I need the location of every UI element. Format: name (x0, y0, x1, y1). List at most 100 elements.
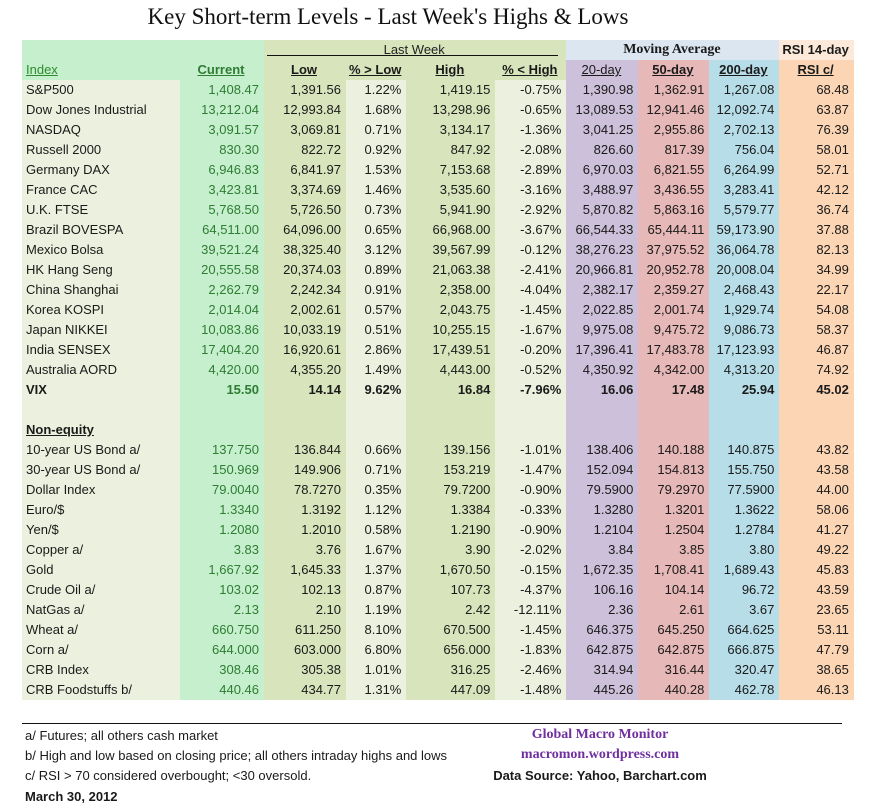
low-value: 1,645.33 (264, 560, 346, 580)
table-row: VIX 15.50 14.14 9.62% 16.84 -7.96% 16.06 17.48 2… (22, 380, 854, 400)
index-name: NASDAQ (22, 120, 180, 140)
rsi-value: 82.13 (779, 240, 854, 260)
rsi-value: 38.65 (779, 660, 854, 680)
pct-below-high: -0.75% (495, 80, 567, 100)
col-header-ma20: 20-day (566, 60, 639, 80)
pct-above-low: 0.66% (346, 440, 407, 460)
table-row: China Shanghai 2,262.79 2,242.34 0.91% 2,358… (22, 280, 854, 300)
current-value: 4,420.00 (180, 360, 264, 380)
group-header-moving-average: Moving Average (566, 40, 780, 60)
ma200-value: 2,468.43 (709, 280, 780, 300)
table-row: HK Hang Seng 20,555.58 20,374.03 0.89% 21,06… (22, 260, 854, 280)
section-non-equity: Non-equity (22, 420, 180, 440)
pct-above-low: 0.92% (346, 140, 407, 160)
table-row: Euro/$ 1.3340 1.3192 1.12% 1.3384 -0.33% 1.328… (22, 500, 854, 520)
high-value: 656.000 (406, 640, 496, 660)
high-value: 3,535.60 (406, 180, 496, 200)
pct-below-high: -0.12% (495, 240, 567, 260)
ma50-value: 645.250 (638, 620, 710, 640)
current-value: 3,423.81 (180, 180, 264, 200)
pct-below-high: -2.92% (495, 200, 567, 220)
table-row: Yen/$ 1.2080 1.2010 0.58% 1.2190 -0.90% 1.2104… (22, 520, 854, 540)
table-row: Brazil BOVESPA 64,511.00 64,096.00 0.65% 66,… (22, 220, 854, 240)
ma50-value: 1.3201 (638, 500, 710, 520)
table-row: Corn a/644.000 603.000 6.80% 656.000 -1.83% 6… (22, 640, 854, 660)
ma20-value: 445.26 (566, 680, 639, 700)
low-value: 1,391.56 (264, 80, 346, 100)
table-row: CRB Foodstuffs b/440.46 434.77 1.31% 447.09… (22, 680, 854, 700)
levels-table: Last Week Moving Average RSI 14-day Inde… (22, 40, 854, 700)
table-row: France CAC 3,423.81 3,374.69 1.46% 3,535.60-… (22, 180, 854, 200)
low-value: 611.250 (264, 620, 346, 640)
ma20-value: 1.3280 (566, 500, 639, 520)
pct-below-high: -3.16% (495, 180, 567, 200)
rsi-value: 53.11 (779, 620, 854, 640)
index-name: Dow Jones Industrial (22, 100, 180, 120)
low-value: 38,325.40 (264, 240, 346, 260)
pct-below-high: -1.67% (495, 320, 567, 340)
pct-below-high: -2.08% (495, 140, 567, 160)
ma50-value: 154.813 (638, 460, 710, 480)
last-week-rule (267, 55, 559, 56)
pct-below-high: -12.11% (495, 600, 567, 620)
high-value: 2.42 (406, 600, 496, 620)
ma20-value: 826.60 (566, 140, 639, 160)
ma50-value: 37,975.52 (638, 240, 710, 260)
index-name: India SENSEX (22, 340, 180, 360)
ma20-value: 1,672.35 (566, 560, 639, 580)
low-value: 10,033.19 (264, 320, 346, 340)
blank-cell (406, 420, 496, 440)
pct-below-high: -0.52% (495, 360, 567, 380)
current-value: 440.46 (180, 680, 264, 700)
col-header-high: High (406, 60, 496, 80)
low-value: 1.2010 (264, 520, 346, 540)
high-value: 10,255.15 (406, 320, 496, 340)
ma200-value: 6,264.99 (709, 160, 780, 180)
high-value: 7,153.68 (406, 160, 496, 180)
low-value: 603.000 (264, 640, 346, 660)
ma200-value: 2,702.13 (709, 120, 780, 140)
rsi-value: 76.39 (779, 120, 854, 140)
ma200-value: 4,313.20 (709, 360, 780, 380)
table-row: CRB Index 308.46 305.38 1.01% 316.25 -2.46% 31… (22, 660, 854, 680)
ma50-value: 104.14 (638, 580, 710, 600)
rsi-value: 46.87 (779, 340, 854, 360)
index-name: China Shanghai (22, 280, 180, 300)
rsi-value: 54.08 (779, 300, 854, 320)
ma50-value: 1,362.91 (638, 80, 710, 100)
footnote-b: b/ High and low based on closing price; … (25, 748, 448, 763)
ma200-value: 1,689.43 (709, 560, 780, 580)
pct-below-high: -2.41% (495, 260, 567, 280)
ma20-value: 9,975.08 (566, 320, 639, 340)
rsi-value: 52.71 (779, 160, 854, 180)
footer-divider (22, 723, 842, 724)
high-value: 21,063.38 (406, 260, 496, 280)
pct-above-low: 1.46% (346, 180, 407, 200)
spacer-cell (22, 400, 180, 420)
high-value: 316.25 (406, 660, 496, 680)
blank-cell (566, 420, 639, 440)
high-value: 79.7200 (406, 480, 496, 500)
ma50-value: 140.188 (638, 440, 710, 460)
current-value: 1,408.47 (180, 80, 264, 100)
ma20-value: 66,544.33 (566, 220, 639, 240)
current-value: 6,946.83 (180, 160, 264, 180)
current-value: 39,521.24 (180, 240, 264, 260)
column-header-row: Index Current Low % > Low High % < High … (22, 60, 854, 80)
pct-below-high: -0.15% (495, 560, 567, 580)
pct-above-low: 1.01% (346, 660, 407, 680)
ma200-value: 320.47 (709, 660, 780, 680)
report-date: March 30, 2012 (25, 789, 118, 804)
table-row: Dow Jones Industrial 13,212.04 12,993.84 1.… (22, 100, 854, 120)
table-row: U.K. FTSE 5,768.50 5,726.50 0.73% 5,941.90 -2… (22, 200, 854, 220)
table-row: NASDAQ 3,091.57 3,069.81 0.71% 3,134.17 -1.36… (22, 120, 854, 140)
spacer-cell (346, 400, 407, 420)
ma200-value: 1,267.08 (709, 80, 780, 100)
table-row: Japan NIKKEI 10,083.86 10,033.19 0.51% 10,25… (22, 320, 854, 340)
ma50-value: 2.61 (638, 600, 710, 620)
publisher-site[interactable]: macromon.wordpress.com (520, 747, 680, 762)
page-title: Key Short-term Levels - Last Week's High… (147, 4, 629, 29)
rsi-value: 58.37 (779, 320, 854, 340)
ma20-value: 20,966.81 (566, 260, 639, 280)
pct-below-high: -3.67% (495, 220, 567, 240)
